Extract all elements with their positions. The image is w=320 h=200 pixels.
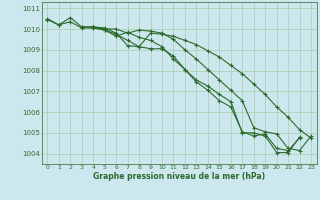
X-axis label: Graphe pression niveau de la mer (hPa): Graphe pression niveau de la mer (hPa) — [93, 172, 265, 181]
